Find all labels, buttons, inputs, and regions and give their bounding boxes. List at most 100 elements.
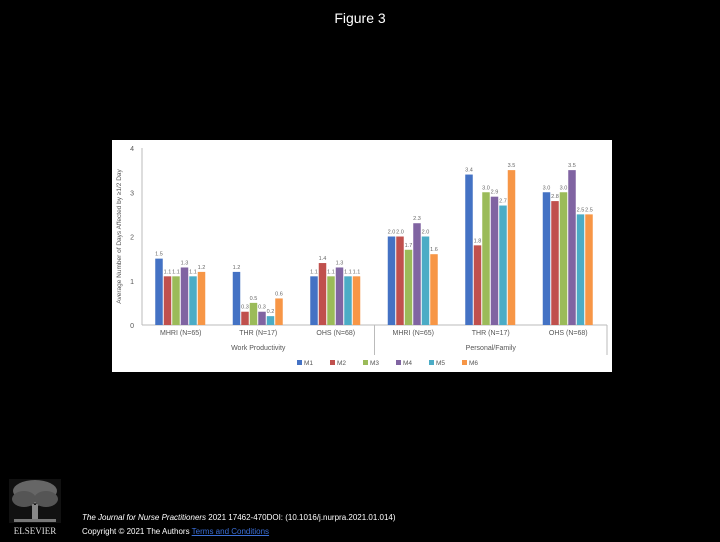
data-label: 1.7 <box>405 243 413 249</box>
data-label: 1.5 <box>155 252 163 258</box>
bar <box>421 236 430 325</box>
x-tick-label: OHS (N=68) <box>549 330 588 337</box>
x-tick-label: OHS (N=68) <box>316 330 355 337</box>
bar <box>232 271 241 325</box>
bar <box>163 276 172 325</box>
data-label: 0.2 <box>267 309 275 315</box>
data-label: 1.2 <box>198 265 206 271</box>
y-tick-label: 2 <box>130 235 134 242</box>
bar <box>241 311 249 325</box>
bar <box>189 276 197 325</box>
bar <box>275 298 283 325</box>
bar <box>499 205 507 325</box>
bar <box>258 311 266 325</box>
y-tick-label: 4 <box>130 146 134 153</box>
x-tick-label: MHRI (N=65) <box>160 330 201 337</box>
bar <box>559 192 568 325</box>
data-label: 3.0 <box>482 185 490 191</box>
bar <box>542 192 551 325</box>
citation: The Journal for Nurse Practitioners 2021… <box>82 513 396 522</box>
legend-label: M3 <box>370 360 379 367</box>
legend-swatch <box>396 360 401 365</box>
legend-swatch <box>462 360 467 365</box>
bar <box>387 236 396 325</box>
bar <box>335 267 344 325</box>
bar <box>172 276 180 325</box>
data-label: 1.4 <box>319 256 327 262</box>
figure-title: Figure 3 <box>334 10 386 26</box>
data-label: 3.5 <box>568 163 576 169</box>
data-label: 3.5 <box>508 163 516 169</box>
legend-label: M2 <box>337 360 346 367</box>
bar <box>482 192 490 325</box>
citation-details: 2021 17462-470DOI: (10.1016/j.nurpra.202… <box>206 513 396 522</box>
elsevier-tree-icon: ELSEVIER <box>9 479 61 536</box>
bar <box>507 170 516 325</box>
data-label: 2.0 <box>422 230 430 236</box>
data-label: 0.6 <box>275 291 283 297</box>
data-label: 2.0 <box>396 230 404 236</box>
legend-swatch <box>429 360 434 365</box>
group-label: Work Productivity <box>231 345 286 352</box>
data-label: 3.4 <box>465 168 473 174</box>
copyright: Copyright © 2021 The Authors Terms and C… <box>82 527 269 536</box>
citation-journal: The Journal for Nurse Practitioners <box>82 513 207 522</box>
bar <box>396 236 404 325</box>
legend-swatch <box>297 360 302 365</box>
x-tick-label: THR (N=17) <box>472 330 510 337</box>
bar <box>585 214 593 325</box>
legend-label: M1 <box>304 360 313 367</box>
data-label: 1.1 <box>164 269 172 275</box>
bar <box>344 276 352 325</box>
bar <box>318 263 327 325</box>
data-label: 2.7 <box>499 199 507 205</box>
legend-label: M4 <box>403 360 412 367</box>
bar <box>310 276 318 325</box>
bar-chart: 0 1 2 3 4 Average Number of Days Affected by … <box>116 146 608 367</box>
bar <box>249 302 258 325</box>
legend-label: M6 <box>469 360 478 367</box>
data-label: 1.3 <box>181 260 189 266</box>
bar <box>266 316 275 325</box>
bar <box>413 223 421 325</box>
copyright-text: Copyright © 2021 The Authors <box>82 527 192 536</box>
data-label: 0.3 <box>258 305 266 311</box>
legend-swatch <box>330 360 335 365</box>
bar <box>155 258 163 325</box>
y-tick-label: 3 <box>130 190 134 197</box>
bar <box>490 196 499 325</box>
bar <box>327 276 335 325</box>
data-label: 3.0 <box>543 185 551 191</box>
bar <box>197 271 206 325</box>
bar <box>551 201 559 325</box>
bar <box>180 267 189 325</box>
bar <box>576 214 585 325</box>
data-label: 0.5 <box>250 296 258 302</box>
chart-panel: 0 1 2 3 4 Average Number of Days Affected by … <box>112 140 612 372</box>
terms-link[interactable]: Terms and Conditions <box>191 527 270 536</box>
data-label: 2.0 <box>388 230 396 236</box>
data-label: 1.1 <box>189 269 197 275</box>
data-label: 1.8 <box>474 238 482 244</box>
data-label: 1.1 <box>344 269 352 275</box>
data-label: 2.9 <box>491 190 499 196</box>
x-tick-label: THR (N=17) <box>239 330 277 337</box>
bar <box>568 170 576 325</box>
data-label: 1.1 <box>310 269 318 275</box>
bar <box>352 276 361 325</box>
y-axis-label: Average Number of Days Affected by ≥1/2 … <box>116 169 123 304</box>
data-label: 1.1 <box>353 269 361 275</box>
data-label: 1.1 <box>327 269 335 275</box>
data-label: 2.5 <box>577 207 585 213</box>
data-label: 1.3 <box>336 260 344 266</box>
data-label: 0.3 <box>241 305 249 311</box>
data-label: 2.8 <box>551 194 559 200</box>
data-label: 1.6 <box>430 247 438 253</box>
data-label: 2.5 <box>585 207 593 213</box>
group-label: Personal/Family <box>466 345 517 352</box>
data-label: 1.2 <box>233 265 241 271</box>
legend-label: M5 <box>436 360 445 367</box>
data-label: 2.3 <box>413 216 421 222</box>
bar <box>473 245 482 325</box>
x-tick-label: MHRI (N=65) <box>393 330 434 337</box>
